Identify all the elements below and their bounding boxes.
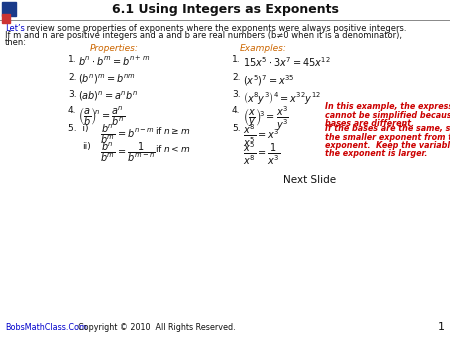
Text: the smaller exponent from the larger: the smaller exponent from the larger bbox=[325, 132, 450, 142]
Text: Copyright © 2010  All Rights Reserved.: Copyright © 2010 All Rights Reserved. bbox=[73, 323, 236, 332]
Text: Next Slide: Next Slide bbox=[284, 175, 337, 185]
Text: 4.: 4. bbox=[232, 106, 240, 115]
Text: 1.: 1. bbox=[68, 55, 77, 64]
Text: 3.: 3. bbox=[232, 90, 241, 99]
Text: then:: then: bbox=[5, 38, 27, 47]
Text: $\dfrac{x^5}{x^8} = \dfrac{1}{x^3}$: $\dfrac{x^5}{x^8} = \dfrac{1}{x^3}$ bbox=[243, 140, 280, 167]
Text: $\dfrac{b^n}{b^m} = \dfrac{1}{b^{m-n}}$: $\dfrac{b^n}{b^m} = \dfrac{1}{b^{m-n}}$ bbox=[100, 140, 156, 164]
Text: 1.: 1. bbox=[232, 55, 241, 64]
Text: 2.: 2. bbox=[68, 73, 77, 82]
Text: exponent.  Keep the variable where: exponent. Keep the variable where bbox=[325, 141, 450, 150]
Text: ii): ii) bbox=[82, 142, 91, 151]
Text: If the bases are the same, subtract: If the bases are the same, subtract bbox=[325, 124, 450, 133]
Text: review some properties of exponents where the exponents were always positive int: review some properties of exponents wher… bbox=[24, 24, 406, 33]
Text: if $n \geq m$: if $n \geq m$ bbox=[155, 125, 190, 136]
Text: $\left(x^8 y^3\right)^4 = x^{32} y^{12}$: $\left(x^8 y^3\right)^4 = x^{32} y^{12}$ bbox=[243, 90, 321, 106]
Bar bbox=[2, 2, 16, 16]
Text: If m and n are positive integers and a and b are real numbers (b≠0 when it is a : If m and n are positive integers and a a… bbox=[5, 31, 402, 40]
Text: $\left(x^5\right)^7 = x^{35}$: $\left(x^5\right)^7 = x^{35}$ bbox=[243, 73, 295, 88]
Text: Properties:: Properties: bbox=[90, 44, 139, 53]
Text: $b^n \cdot b^m = b^{n+m}$: $b^n \cdot b^m = b^{n+m}$ bbox=[78, 55, 150, 68]
Text: Let’s: Let’s bbox=[5, 24, 25, 33]
Text: $\dfrac{b^n}{b^m} = b^{n-m}$: $\dfrac{b^n}{b^m} = b^{n-m}$ bbox=[100, 122, 155, 146]
Text: 5.: 5. bbox=[232, 124, 241, 133]
Text: $\left(\dfrac{a}{b}\right)^{\!n} = \dfrac{a^n}{b^n}$: $\left(\dfrac{a}{b}\right)^{\!n} = \dfra… bbox=[78, 104, 125, 128]
Text: Examples:: Examples: bbox=[240, 44, 287, 53]
Text: 6.1 Using Integers as Exponents: 6.1 Using Integers as Exponents bbox=[112, 3, 338, 17]
Text: $15x^5 \cdot 3x^7 = 45x^{12}$: $15x^5 \cdot 3x^7 = 45x^{12}$ bbox=[243, 55, 331, 69]
Text: 3.: 3. bbox=[68, 90, 77, 99]
Text: if $n < m$: if $n < m$ bbox=[155, 143, 190, 154]
Text: 1: 1 bbox=[438, 322, 445, 332]
Text: $\left(b^n\right)^m = b^{nm}$: $\left(b^n\right)^m = b^{nm}$ bbox=[78, 73, 135, 87]
Text: cannot be simplified because the: cannot be simplified because the bbox=[325, 111, 450, 120]
Text: 4.: 4. bbox=[68, 106, 77, 115]
Text: $\dfrac{x^8}{x^5} = x^3$: $\dfrac{x^8}{x^5} = x^3$ bbox=[243, 122, 279, 149]
Text: $\left(\dfrac{x}{y}\right)^{\!3} = \dfrac{x^3}{y^3}$: $\left(\dfrac{x}{y}\right)^{\!3} = \dfra… bbox=[243, 104, 289, 132]
Text: BobsMathClass.Com: BobsMathClass.Com bbox=[5, 323, 87, 332]
Text: 2.: 2. bbox=[232, 73, 240, 82]
Text: $\left(ab\right)^n = a^n b^n$: $\left(ab\right)^n = a^n b^n$ bbox=[78, 90, 138, 103]
Text: the exponent is larger.: the exponent is larger. bbox=[325, 149, 428, 159]
Text: 5.  i): 5. i) bbox=[68, 124, 89, 133]
Text: bases are different.: bases are different. bbox=[325, 119, 414, 128]
Bar bbox=[2, 14, 10, 23]
Text: In this example, the expression: In this example, the expression bbox=[325, 102, 450, 111]
